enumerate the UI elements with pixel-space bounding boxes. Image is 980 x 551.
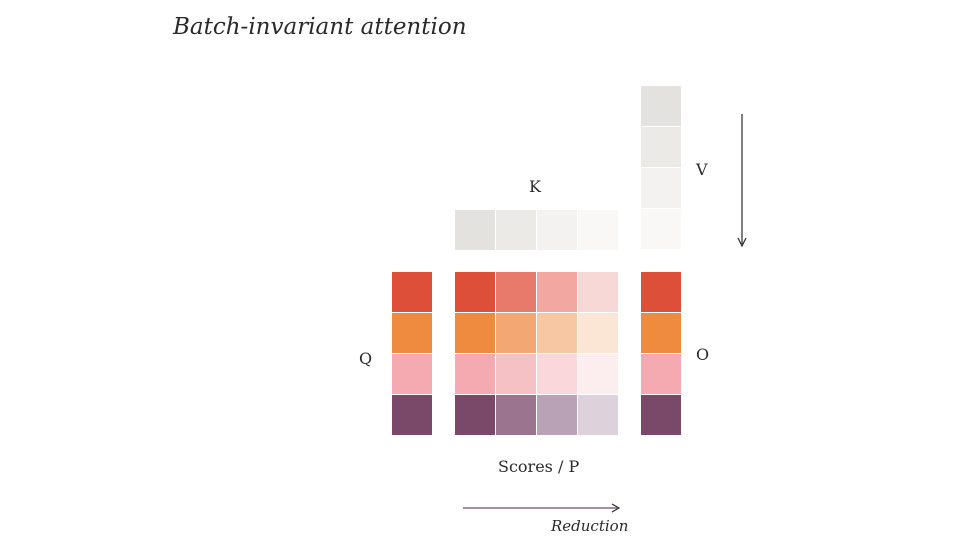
v-label: V bbox=[696, 160, 708, 179]
k-cell bbox=[537, 210, 577, 250]
score-cell bbox=[496, 354, 536, 394]
score-cell bbox=[455, 354, 495, 394]
score-cell bbox=[537, 395, 577, 435]
v-cell bbox=[641, 127, 681, 167]
score-cell bbox=[455, 313, 495, 353]
k-cell bbox=[496, 210, 536, 250]
reduction-label: Reduction bbox=[551, 517, 629, 535]
score-cell bbox=[578, 395, 618, 435]
q-cell bbox=[392, 313, 432, 353]
score-cell bbox=[537, 313, 577, 353]
score-cell bbox=[578, 272, 618, 312]
o-cell bbox=[641, 354, 681, 394]
o-cell bbox=[641, 395, 681, 435]
v-cell bbox=[641, 209, 681, 249]
o-cell bbox=[641, 313, 681, 353]
q-cell bbox=[392, 354, 432, 394]
k-cell bbox=[578, 210, 618, 250]
score-cell bbox=[537, 272, 577, 312]
o-label: O bbox=[696, 345, 710, 364]
score-cell bbox=[455, 272, 495, 312]
k-cell bbox=[455, 210, 495, 250]
q-cell bbox=[392, 272, 432, 312]
k-label: K bbox=[529, 177, 541, 196]
q-label: Q bbox=[359, 349, 373, 368]
q-cell bbox=[392, 395, 432, 435]
score-cell bbox=[578, 354, 618, 394]
score-cell bbox=[496, 313, 536, 353]
score-cell bbox=[455, 395, 495, 435]
score-cell bbox=[496, 272, 536, 312]
score-cell bbox=[537, 354, 577, 394]
scores-label: Scores / P bbox=[498, 457, 580, 476]
score-cell bbox=[578, 313, 618, 353]
score-cell bbox=[496, 395, 536, 435]
v-cell bbox=[641, 168, 681, 208]
page-title: Batch-invariant attention bbox=[173, 14, 467, 40]
v-cell bbox=[641, 86, 681, 126]
o-cell bbox=[641, 272, 681, 312]
